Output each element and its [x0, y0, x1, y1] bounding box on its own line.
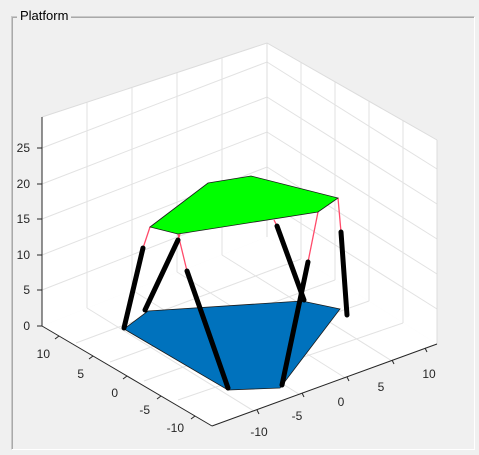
- z-tick-label: 0: [23, 319, 30, 333]
- x-tick-label: 0: [338, 395, 345, 409]
- x-tick-label: -5: [292, 409, 303, 423]
- z-tick-label: 5: [23, 283, 30, 297]
- y-tick-label: 10: [37, 347, 51, 361]
- x-tick-label: 5: [378, 380, 385, 394]
- z-tick-label: 25: [17, 141, 31, 155]
- x-tick-labels: -10 -5 0 5 10: [250, 367, 436, 439]
- leg-4: [274, 223, 307, 303]
- panel-title: Platform: [17, 8, 72, 23]
- leg-1: [121, 245, 146, 331]
- z-tick-label: 20: [17, 177, 31, 191]
- back-wall-right: [267, 43, 437, 344]
- y-tick-labels: 10 5 0 -5 -10: [37, 347, 185, 435]
- y-tick-label: 5: [77, 367, 84, 381]
- leg-2: [142, 237, 181, 313]
- leg-5: [279, 259, 311, 388]
- x-tick-label: -10: [250, 425, 268, 439]
- y-tick-label: -5: [139, 403, 150, 417]
- y-tick-label: 0: [111, 386, 118, 400]
- x-tick-label: 10: [422, 367, 436, 381]
- leg-6: [338, 229, 350, 318]
- panel-border: [11, 16, 475, 450]
- z-tick-labels: 0 5 10 15 20 25: [17, 141, 31, 333]
- back-wall-left: [42, 43, 267, 326]
- y-tick-label: -10: [167, 421, 185, 435]
- top-platform: [149, 175, 339, 235]
- z-tick-label: 10: [17, 248, 31, 262]
- platform-legs: [121, 223, 350, 391]
- tick-marks: [37, 147, 428, 420]
- leg-3: [184, 268, 231, 391]
- z-tick-label: 15: [17, 212, 31, 226]
